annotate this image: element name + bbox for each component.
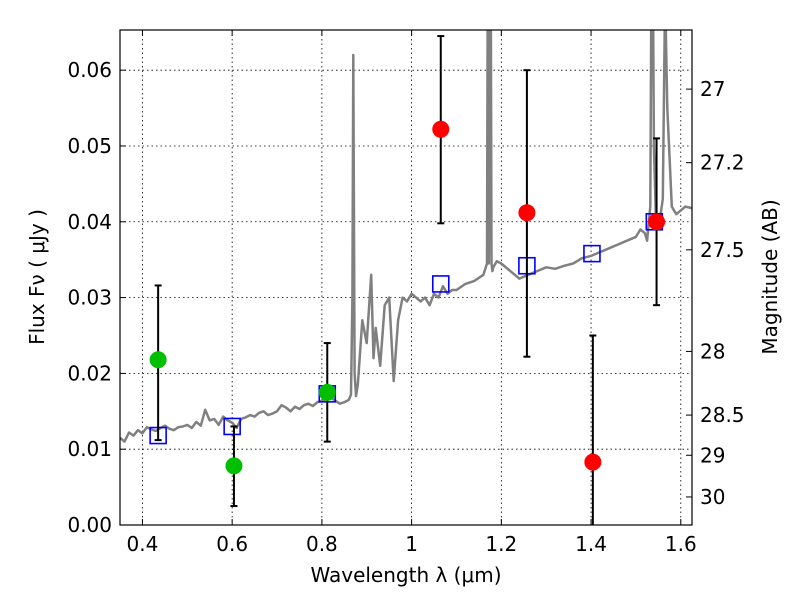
x-tick-label: 1.6 [665, 532, 697, 556]
ticks: 0.4 0.6 0.8 1 1.2 1.4 1.6 0.00 0.01 0.02 0.03 0.04 0… [67, 30, 745, 556]
observed_limits-point [518, 204, 536, 222]
x-tick-label: 1.2 [485, 532, 517, 556]
model_spectrum-line [120, 30, 692, 443]
right-tick-label: 27.5 [700, 238, 745, 262]
observed_limits-point [648, 213, 666, 231]
x-tick-label: 0.8 [306, 532, 338, 556]
model_photometry-square [431, 275, 450, 293]
observed_detections-point [225, 457, 243, 475]
right-tick-label: 28.5 [700, 403, 745, 427]
model_photometry-square [223, 417, 241, 436]
right-tick-label: 27.2 [700, 151, 745, 175]
plot-frame [119, 29, 693, 526]
y-tick-label: 0.00 [67, 513, 112, 537]
y-tick-label: 0.01 [67, 437, 112, 461]
right-tick-label: 30 [700, 485, 725, 509]
right-tick-label: 28 [700, 339, 725, 363]
x-tick-label: 0.4 [127, 532, 159, 556]
y-tick-label: 0.05 [67, 134, 112, 158]
observed_limits-point [432, 120, 450, 138]
x-tick-label: 1.4 [575, 532, 607, 556]
error-bars [149, 35, 666, 525]
grid [120, 30, 692, 525]
y-axis-label-right: Magnitude (AB) [758, 199, 782, 354]
x-tick-label: 1 [405, 532, 418, 556]
y-axis-label: Flux Fν ( μJy ) [25, 209, 49, 345]
observed_detections-point [149, 351, 167, 369]
right-tick-label: 29 [700, 443, 725, 467]
x-axis-label: Wavelength λ (μm) [310, 563, 501, 587]
x-tick-label: 0.6 [216, 532, 248, 556]
y-tick-label: 0.06 [67, 58, 112, 82]
y-tick-label: 0.04 [67, 210, 112, 234]
observed_detections-point [318, 383, 336, 401]
model_photometry-square [583, 244, 601, 263]
observed_limits-point [584, 453, 602, 471]
y-tick-label: 0.03 [67, 286, 112, 310]
right-tick-label: 27 [700, 77, 725, 101]
y-tick-label: 0.02 [67, 361, 112, 385]
